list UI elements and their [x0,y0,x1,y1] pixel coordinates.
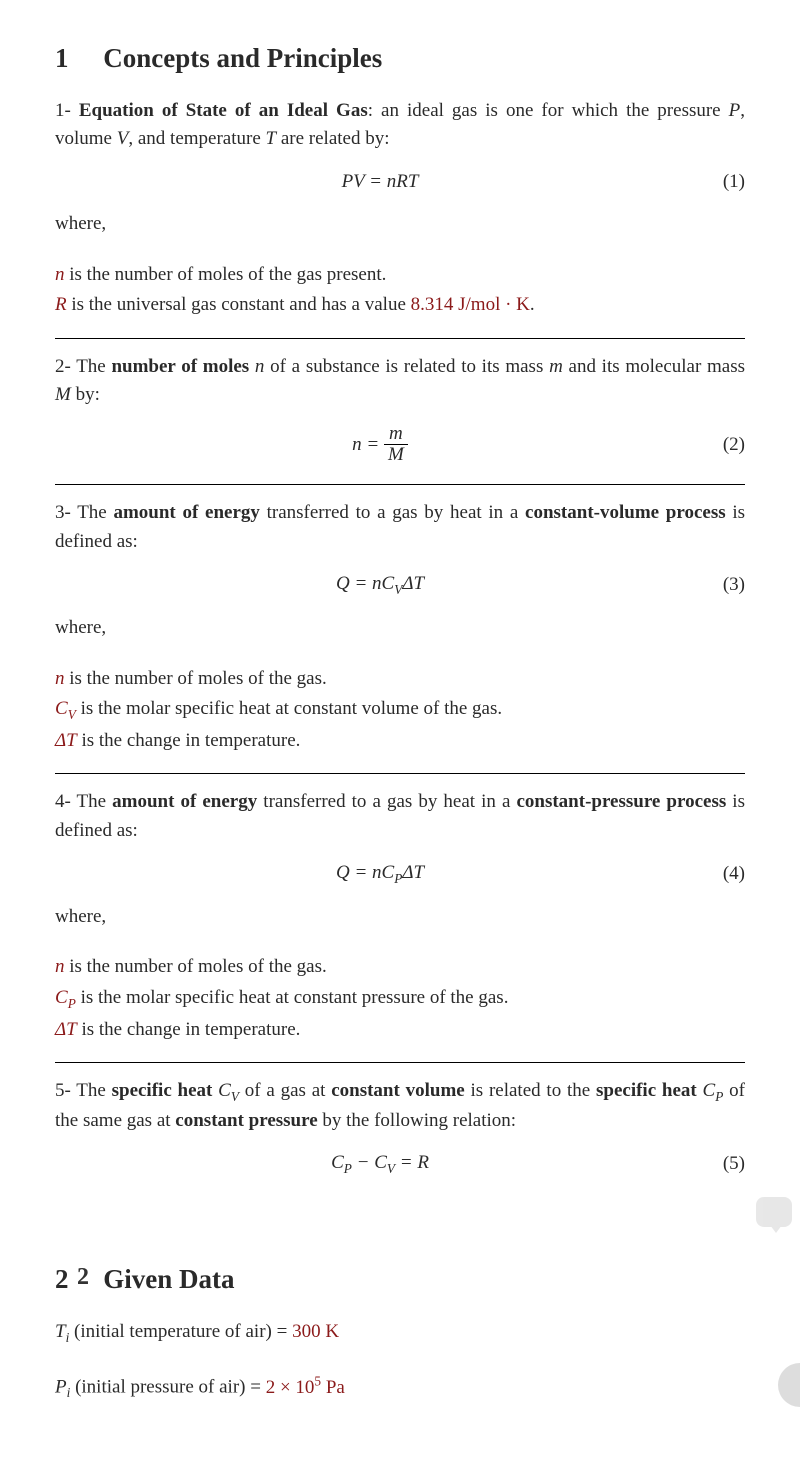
equation-2-number: (2) [705,431,745,460]
chat-bubble-icon[interactable] [756,1197,792,1227]
equation-3: Q = nCVΔT (3) [55,570,745,600]
def-4-cp: CP is the molar specific heat at constan… [55,984,745,1014]
concept-2-text: 2- The number of moles n of a substance … [55,353,745,410]
concept-4-text: 4- The amount of energy transferred to a… [55,788,745,845]
section-1-heading: 1 Concepts and Principles [55,38,745,79]
concept-1-text: 1- Equation of State of an Ideal Gas: an… [55,97,745,154]
given-pi: Pi (initial pressure of air) = 2 × 105 P… [55,1371,745,1403]
section-2-heading: 2 Given Data [55,1259,745,1300]
section-2-number: 2 [55,1264,69,1294]
section-2-block: 2 2 Given Data Ti (initial temperature o… [55,1259,745,1403]
where-1: where, [55,210,745,239]
equation-1: PV = nRT (1) [55,168,745,197]
equation-4: Q = nCPΔT (4) [55,859,745,889]
where-3: where, [55,614,745,643]
concept-3-text: 3- The amount of energy transferred to a… [55,499,745,556]
section-1-number: 1 [55,43,69,73]
def-4-n: n is the number of moles of the gas. [55,953,745,982]
where-4: where, [55,903,745,932]
equation-5: CP − CV = R (5) [55,1149,745,1179]
equation-5-body: CP − CV = R [55,1149,705,1179]
concept-5-text: 5- The specific heat CV of a gas at cons… [55,1077,745,1135]
given-ti: Ti (initial temperature of air) = 300 K [55,1318,745,1348]
section-1-title: Concepts and Principles [103,43,382,73]
divider-2 [55,484,745,485]
equation-5-number: (5) [705,1150,745,1179]
equation-1-body: PV = nRT [55,168,705,197]
def-3-n: n is the number of moles of the gas. [55,665,745,694]
divider-3 [55,773,745,774]
equation-2: n = m M (2) [55,424,745,467]
divider-1 [55,338,745,339]
document-page: 1 Concepts and Principles 1- Equation of… [0,0,800,1457]
equation-1-number: (1) [705,168,745,197]
equation-4-body: Q = nCPΔT [55,859,705,889]
fraction: m M [384,424,408,467]
equation-2-body: n = m M [55,424,705,467]
def-4-dt: ΔT is the change in temperature. [55,1016,745,1045]
def-3-dt: ΔT is the change in temperature. [55,727,745,756]
equation-3-number: (3) [705,571,745,600]
def-3-cv: CV is the molar specific heat at constan… [55,695,745,725]
section-2-title: Given Data [103,1264,234,1294]
equation-3-body: Q = nCVΔT [55,570,705,600]
side-handle-icon[interactable] [778,1363,800,1407]
def-1-r: R is the universal gas constant and has … [55,291,745,320]
step-2-label: 2 [77,1259,89,1295]
divider-4 [55,1062,745,1063]
equation-4-number: (4) [705,860,745,889]
def-1-n: n is the number of moles of the gas pres… [55,261,745,290]
